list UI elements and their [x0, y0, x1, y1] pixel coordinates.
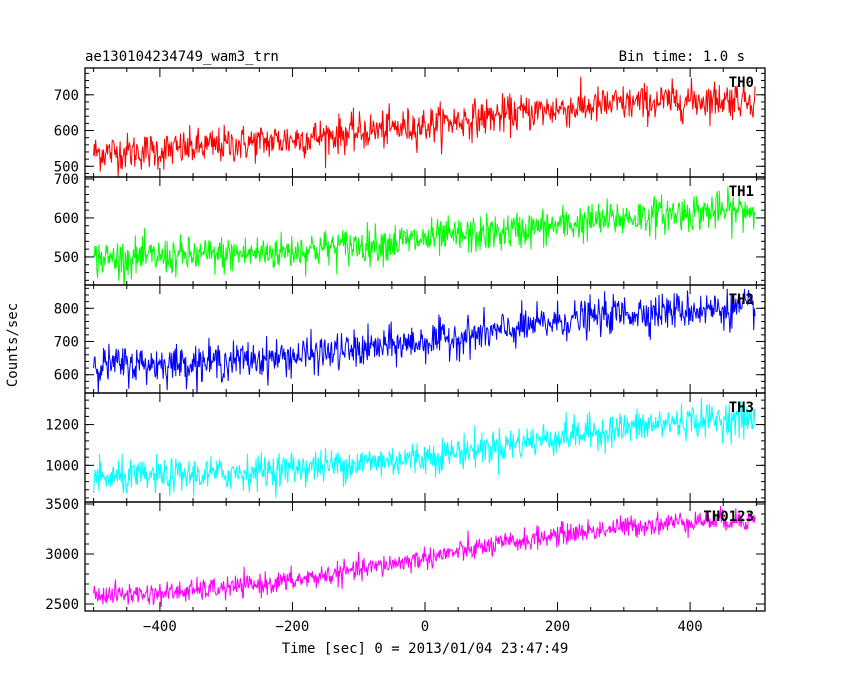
x-axis-label: Time [sec] 0 = 2013/01/04 23:47:49	[282, 641, 569, 657]
panel-th0123: 2500 3000 3500 TH0123	[45, 497, 766, 613]
y-tick-label: 500	[54, 250, 79, 266]
series-line-th0	[93, 76, 756, 177]
chart-title: ae130104234749_wam3_trn	[85, 49, 279, 65]
panel-label-th1: TH1	[729, 184, 754, 200]
bin-time-label: Bin time: 1.0 s	[619, 49, 745, 65]
series-line-th1	[93, 186, 756, 285]
y-tick-label: 3500	[45, 497, 79, 513]
y-tick-label: 700	[54, 88, 79, 104]
y-tick-label: 600	[54, 211, 79, 227]
series-line-th3	[93, 397, 756, 499]
y-tick-label: 600	[54, 368, 79, 384]
panel-th1: 500 600 700 TH1	[54, 172, 766, 286]
panel-label-th2: TH2	[729, 292, 754, 308]
y-tick-label: 700	[54, 172, 79, 188]
y-tick-label: 600	[54, 124, 79, 140]
panels-group: 500 600 700 TH0 500 600 700 TH1 600 700 800 TH2 1000…	[45, 67, 766, 613]
panel-th2: 600 700 800 TH2	[54, 284, 766, 394]
panel-label-th3: TH3	[729, 400, 754, 416]
panel-frame	[84, 176, 766, 286]
y-tick-label: 800	[54, 301, 79, 317]
panel-frame	[84, 392, 766, 503]
x-tick-label: 200	[545, 619, 570, 635]
x-axis: −400 −200 0 200 400	[143, 619, 703, 635]
series-line-th2	[93, 288, 756, 393]
x-tick-label: −200	[276, 619, 310, 635]
panel-label-th0123: TH0123	[703, 509, 754, 525]
x-tick-label: 0	[421, 619, 429, 635]
panel-th3: 1000 1200 TH3	[45, 392, 766, 503]
y-tick-label: 2500	[45, 597, 79, 613]
y-tick-label: 500	[54, 159, 79, 175]
y-tick-label: 3000	[45, 547, 79, 563]
x-tick-label: 400	[677, 619, 702, 635]
series-line-th0123	[93, 506, 756, 607]
y-tick-label: 700	[54, 334, 79, 350]
y-tick-label: 1000	[45, 458, 79, 474]
y-axis-label: Counts/sec	[5, 303, 21, 387]
y-tick-label: 1200	[45, 418, 79, 434]
x-tick-label: −400	[143, 619, 177, 635]
panel-th0: 500 600 700 TH0	[54, 67, 766, 178]
panel-label-th0: TH0	[729, 75, 754, 91]
